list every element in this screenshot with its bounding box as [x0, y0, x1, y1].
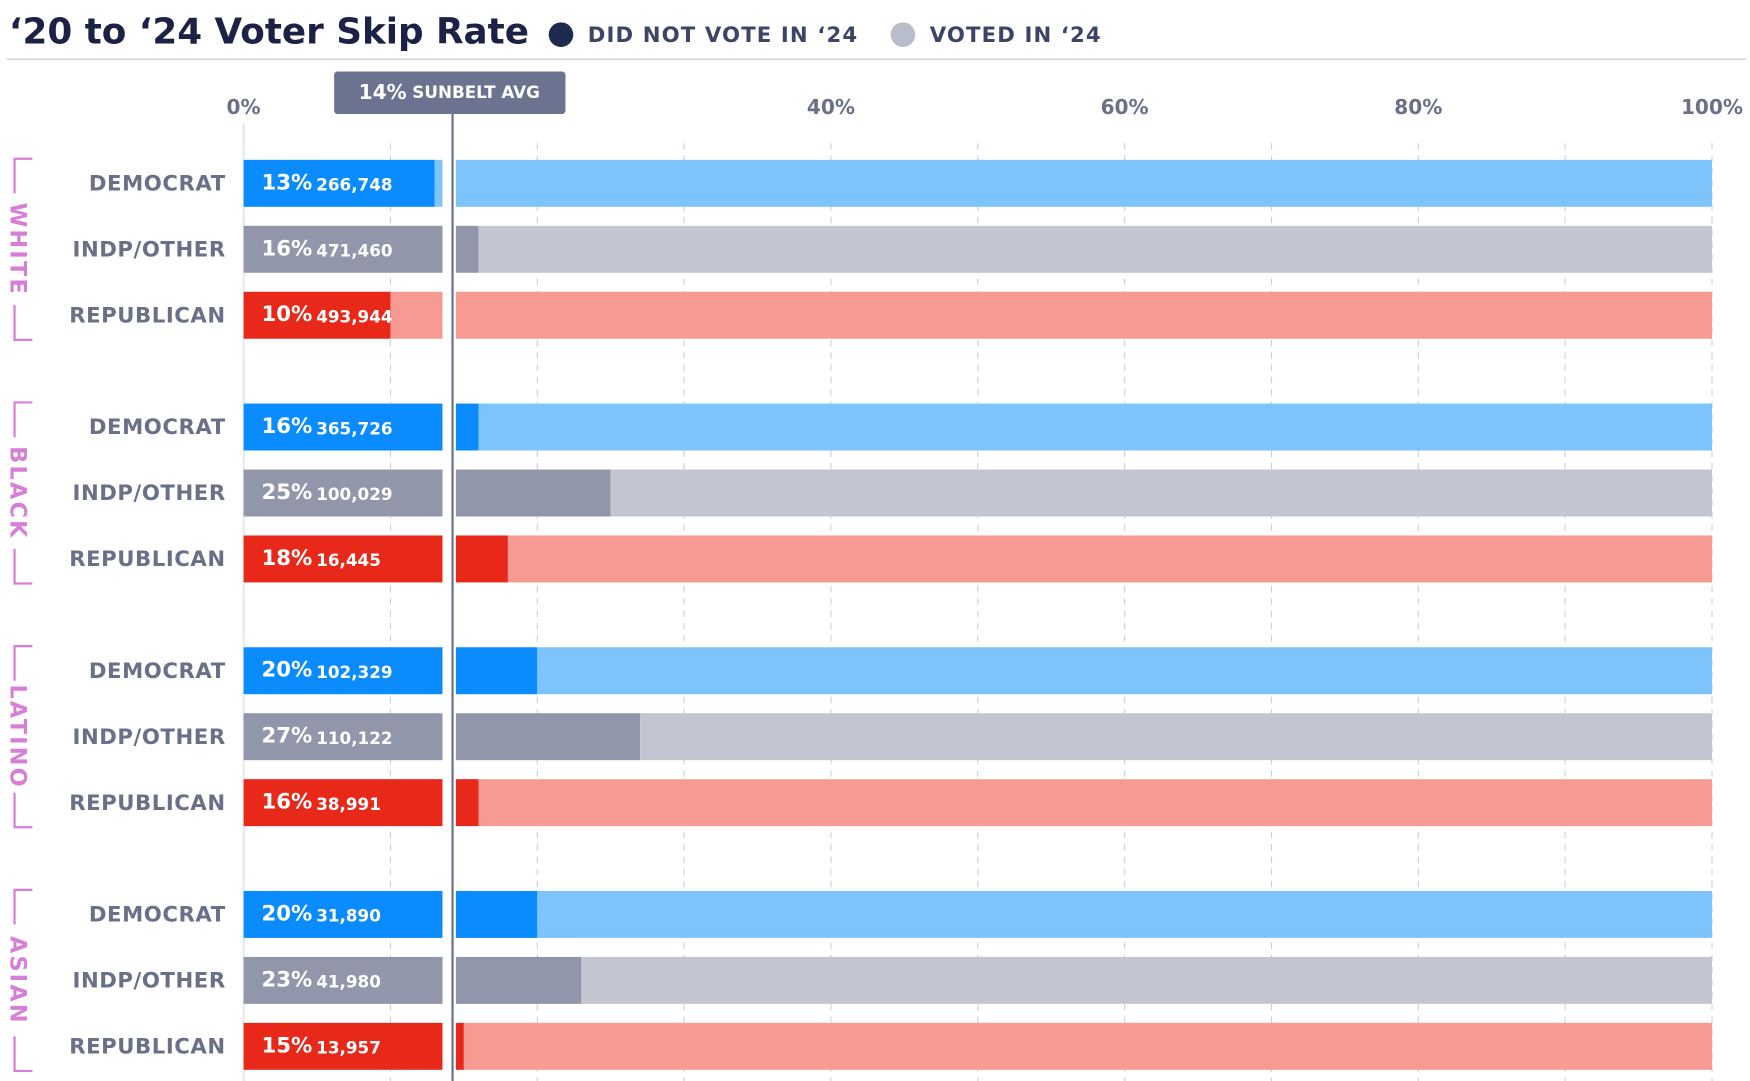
count-label: 102,329 [316, 662, 392, 682]
value-label: 16% [261, 414, 312, 439]
x-tick-label: 60% [1101, 95, 1149, 119]
category-label: REPUBLICAN [69, 303, 226, 328]
legend-swatch [890, 22, 916, 47]
bar-did-not-vote [243, 1022, 464, 1070]
legend-label: VOTED IN ‘24 [930, 23, 1102, 48]
group-label: BLACK [4, 446, 30, 539]
category-label: DEMOCRAT [89, 903, 226, 928]
annotation-value: 14% [359, 79, 407, 103]
bar-gap [442, 1021, 456, 1071]
count-label: 13,957 [316, 1038, 381, 1058]
count-label: 100,029 [316, 484, 392, 504]
value-label: 10% [261, 302, 312, 327]
value-label: 15% [261, 1033, 312, 1058]
count-label: 365,726 [316, 418, 392, 438]
bar-voted [390, 291, 1713, 339]
bar-did-not-vote [243, 779, 479, 827]
x-tick-label: 40% [807, 95, 855, 119]
bar-did-not-vote [243, 890, 538, 938]
bar-voted [463, 1022, 1713, 1070]
bar-gap [442, 468, 456, 518]
bar-did-not-vote [243, 647, 538, 695]
category-label: DEMOCRAT [89, 171, 226, 196]
annotation-label: SUNBELT AVG [412, 82, 540, 102]
count-label: 471,460 [316, 241, 392, 261]
bar-gap [442, 290, 456, 340]
bar-gap [442, 712, 456, 762]
bar-gap [442, 158, 456, 208]
bar-did-not-vote [243, 956, 582, 1004]
bar-voted [478, 779, 1713, 827]
category-label: REPUBLICAN [69, 547, 226, 572]
value-label: 20% [261, 901, 312, 926]
group-label: WHITE [4, 203, 30, 296]
bar-did-not-vote [243, 291, 391, 339]
value-label: 20% [261, 658, 312, 683]
count-label: 38,991 [316, 794, 381, 814]
bar-did-not-vote [243, 403, 479, 451]
value-label: 25% [261, 480, 312, 505]
value-label: 16% [261, 236, 312, 261]
category-label: DEMOCRAT [89, 659, 226, 684]
legend-label: DID NOT VOTE IN ‘24 [588, 23, 858, 48]
bar-did-not-vote [243, 159, 435, 207]
bar-did-not-vote [243, 469, 611, 517]
bar-voted [478, 225, 1713, 273]
chart-title: ‘20 to ‘24 Voter Skip Rate [9, 12, 529, 53]
category-label: REPUBLICAN [69, 1034, 226, 1059]
count-label: 266,748 [316, 175, 392, 195]
group-bracket [13, 645, 33, 829]
category-label: INDP/OTHER [72, 481, 225, 506]
category-label: DEMOCRAT [89, 415, 226, 440]
group-bracket [13, 888, 33, 1073]
x-tick-label: 100% [1681, 95, 1743, 119]
bar-gap [442, 778, 456, 828]
bar-gap [442, 955, 456, 1005]
x-tick-label: 0% [227, 95, 261, 119]
bar-did-not-vote [243, 713, 641, 761]
bar-voted [537, 647, 1713, 695]
count-label: 493,944 [316, 306, 392, 326]
value-label: 27% [261, 724, 312, 749]
category-label: INDP/OTHER [72, 725, 225, 750]
bar-voted [640, 713, 1713, 761]
category-label: REPUBLICAN [69, 791, 226, 816]
bar-voted [434, 159, 1713, 207]
value-label: 13% [261, 170, 312, 195]
value-label: 16% [261, 790, 312, 815]
value-label: 23% [261, 967, 312, 992]
group-label: ASIAN [4, 936, 30, 1025]
legend-swatch [548, 22, 574, 47]
category-label: INDP/OTHER [72, 969, 225, 994]
bar-gap [442, 402, 456, 452]
count-label: 110,122 [316, 728, 392, 748]
bar-did-not-vote [243, 535, 508, 583]
bar-gap [442, 534, 456, 584]
bar-voted [581, 956, 1713, 1004]
bar-gap [442, 224, 456, 274]
bar-voted [537, 890, 1713, 938]
count-label: 16,445 [316, 550, 381, 570]
bar-gap [442, 646, 456, 696]
group-bracket [13, 157, 33, 341]
annotation-text: 14% SUNBELT AVG [359, 79, 540, 103]
bar-voted [478, 403, 1713, 451]
group-label: LATINO [4, 684, 30, 788]
category-label: INDP/OTHER [72, 237, 225, 262]
group-bracket [13, 401, 33, 585]
bar-voted [507, 535, 1713, 583]
bar-voted [610, 469, 1713, 517]
bar-gap [442, 889, 456, 940]
count-label: 31,890 [316, 906, 381, 926]
value-label: 18% [261, 546, 312, 571]
annotation-box [334, 71, 566, 115]
count-label: 41,980 [316, 972, 381, 992]
x-tick-label: 80% [1394, 95, 1442, 119]
bar-did-not-vote [243, 225, 479, 273]
